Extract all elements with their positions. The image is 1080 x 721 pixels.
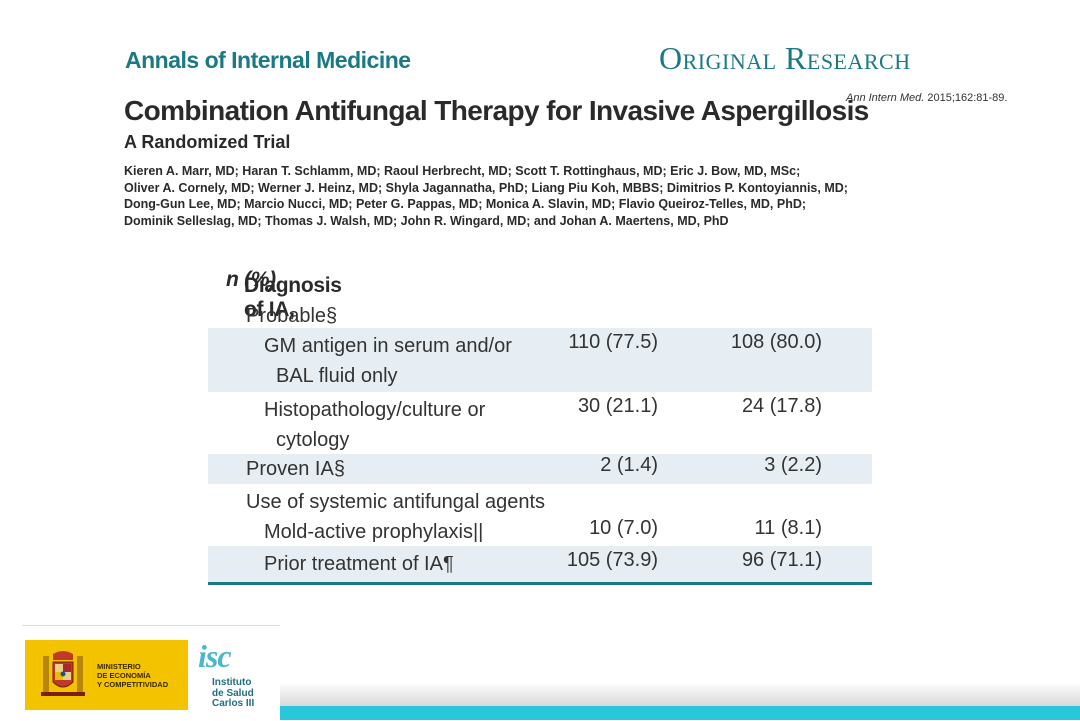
- diagnosis-table: Diagnosis of IA, n (%) Probable§ GM anti…: [208, 262, 872, 585]
- row-label: Proven IA§: [246, 458, 345, 480]
- ministry-line: Y COMPETITIVIDAD: [97, 680, 169, 689]
- spanish-crest-icon: [41, 651, 85, 696]
- table-bottom-rule: [208, 582, 872, 585]
- value-group2: 108 (80.0): [730, 331, 822, 353]
- value-group2: 11 (8.1): [754, 517, 822, 539]
- isciii-glyph: isc: [198, 638, 232, 674]
- row-label: Mold-active prophylaxis||: [264, 521, 484, 543]
- value-group1: 110 (77.5): [568, 331, 658, 353]
- section-label-text: Original Research: [659, 40, 911, 76]
- journal-name: Annals of Internal Medicine: [125, 47, 411, 73]
- table-row: GM antigen in serum and/or BAL fluid onl…: [208, 328, 872, 392]
- table-heading: Diagnosis of IA, n (%): [208, 262, 872, 321]
- section-label: Original Research: [659, 40, 911, 77]
- citation: Ann Intern Med. 2015;162:81-89.: [846, 92, 1007, 104]
- row-label: Use of systemic antifungal agents: [246, 491, 546, 513]
- value-group1: 2 (1.4): [600, 454, 658, 476]
- author-line: Oliver A. Cornely, MD; Werner J. Heinz, …: [124, 180, 848, 195]
- isciii-text: Instituto de Salud Carlos III: [212, 677, 255, 710]
- author-line: Kieren A. Marr, MD; Haran T. Schlamm, MD…: [124, 164, 801, 178]
- article-subtitle: A Randomized Trial: [124, 132, 291, 152]
- isciii-logo: isc Instituto de Salud Carlos III: [196, 638, 266, 716]
- value-group1: 10 (7.0): [589, 517, 658, 539]
- table-row: Histopathology/culture or cytology 30 (2…: [208, 392, 872, 454]
- isciii-line: de Salud: [212, 687, 254, 699]
- author-list: Kieren A. Marr, MD; Haran T. Schlamm, MD…: [124, 163, 914, 229]
- article-title: Combination Antifungal Therapy for Invas…: [124, 95, 869, 126]
- citation-ref: 2015;162:81-89.: [927, 92, 1008, 104]
- table-row: Mold-active prophylaxis|| 10 (7.0) 11 (8…: [208, 514, 872, 546]
- footer-bar: [280, 706, 1080, 720]
- author-line: Dominik Selleslag, MD; Thomas J. Walsh, …: [124, 213, 729, 228]
- value-group2: 24 (17.8): [741, 395, 822, 417]
- isciii-line: Instituto: [212, 677, 252, 688]
- row-label: Prior treatment of IA¶: [264, 553, 454, 575]
- isciii-line: Carlos III: [212, 698, 255, 709]
- row-label: GM antigen in serum and/or: [264, 335, 512, 357]
- value-group1: 105 (73.9): [566, 549, 658, 571]
- table-row: Prior treatment of IA¶ 105 (73.9) 96 (71…: [208, 546, 872, 582]
- ministry-text: MINISTERIO DE ECONOMÍA Y COMPETITIVIDAD: [97, 662, 168, 689]
- table-row: Proven IA§ 2 (1.4) 3 (2.2): [208, 454, 872, 484]
- row-label-cont: BAL fluid only: [276, 365, 398, 387]
- table-row: Use of systemic antifungal agents: [208, 484, 872, 514]
- footer-shadow: [280, 682, 1080, 706]
- row-label-cont: cytology: [276, 429, 350, 451]
- ministry-line: DE ECONOMÍA: [97, 671, 151, 680]
- row-label: Probable§: [246, 305, 338, 327]
- value-group1: 30 (21.1): [577, 395, 658, 417]
- table-row: Probable§: [208, 298, 872, 328]
- ministry-logo: MINISTERIO DE ECONOMÍA Y COMPETITIVIDAD: [25, 640, 188, 710]
- value-group2: 96 (71.1): [741, 549, 822, 571]
- value-group2: 3 (2.2): [764, 454, 822, 476]
- citation-journal: Ann Intern Med.: [846, 92, 925, 104]
- heading-suffix: (%): [244, 268, 276, 291]
- ministry-line: MINISTERIO: [97, 662, 141, 671]
- row-label: Histopathology/culture or: [264, 399, 486, 421]
- heading-italic: n: [226, 268, 239, 291]
- heading-main: Diagnosis of IA,: [244, 274, 342, 321]
- author-line: Dong-Gun Lee, MD; Marcio Nucci, MD; Pete…: [124, 197, 807, 211]
- table-heading-text: Diagnosis of IA, n (%): [226, 268, 342, 321]
